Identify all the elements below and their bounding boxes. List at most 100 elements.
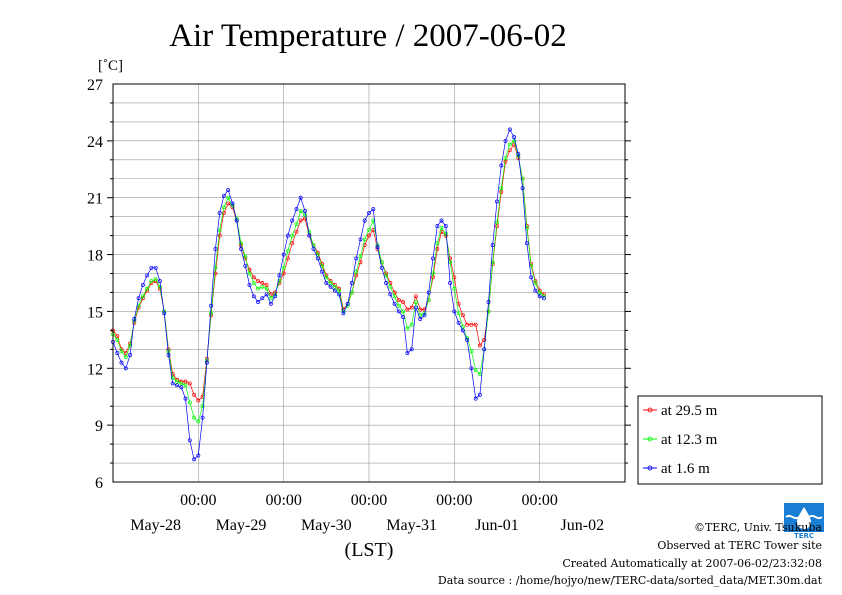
data-point bbox=[264, 292, 269, 297]
data-point bbox=[307, 233, 312, 238]
data-point bbox=[294, 222, 299, 227]
data-point bbox=[452, 286, 457, 291]
data-point bbox=[413, 300, 418, 304]
data-point bbox=[465, 337, 470, 342]
data-point bbox=[367, 233, 371, 238]
data-point bbox=[256, 300, 261, 304]
legend-swatch-marker bbox=[647, 407, 653, 413]
data-point bbox=[243, 263, 248, 268]
terc-logo: TERC bbox=[784, 503, 824, 540]
data-point bbox=[221, 210, 226, 215]
data-point bbox=[503, 138, 508, 143]
data-point bbox=[499, 186, 504, 191]
x-axis-ticks: 00:00 00:00 00:00 00:00 00:00 May-28 May-29 May… bbox=[130, 492, 604, 534]
data-point bbox=[439, 229, 444, 234]
data-point bbox=[422, 307, 427, 312]
x-tick-time: 00:00 bbox=[521, 492, 557, 509]
data-point bbox=[298, 209, 303, 213]
data-point bbox=[516, 152, 521, 157]
data-point bbox=[328, 281, 333, 285]
data-point bbox=[354, 269, 359, 274]
data-point bbox=[209, 303, 214, 308]
data-point bbox=[226, 195, 231, 200]
data-point bbox=[256, 286, 261, 291]
data-point bbox=[418, 317, 423, 321]
series-line bbox=[112, 128, 545, 460]
terc-logo-text: TERC bbox=[794, 532, 814, 540]
data-point bbox=[290, 233, 295, 238]
data-point bbox=[413, 294, 418, 299]
data-point bbox=[200, 415, 205, 420]
data-point bbox=[533, 288, 538, 293]
data-point bbox=[277, 279, 282, 284]
data-point bbox=[251, 281, 256, 285]
data-point bbox=[311, 246, 316, 251]
grid bbox=[113, 84, 625, 482]
data-point bbox=[328, 284, 333, 289]
data-point bbox=[128, 353, 133, 357]
series-1 bbox=[111, 138, 546, 424]
data-point bbox=[277, 273, 282, 278]
data-point bbox=[307, 229, 312, 234]
data-point bbox=[396, 303, 401, 308]
data-point bbox=[115, 337, 120, 342]
data-point bbox=[490, 243, 495, 248]
data-point bbox=[439, 218, 444, 223]
credit-copyright: ©TERC, Univ. Tsukuba bbox=[694, 521, 822, 534]
legend-label: at 1.6 m bbox=[661, 461, 710, 477]
x-tick-date: Jun-01 bbox=[475, 517, 519, 534]
data-point bbox=[337, 292, 342, 297]
plot-frame bbox=[112, 83, 626, 483]
data-point bbox=[482, 347, 487, 352]
data-point bbox=[482, 337, 487, 342]
data-point bbox=[132, 317, 137, 321]
data-point bbox=[473, 396, 478, 401]
data-point bbox=[375, 245, 380, 249]
data-point bbox=[435, 246, 440, 251]
credit-observed: Observed at TERC Tower site bbox=[657, 539, 822, 552]
series-line bbox=[112, 140, 545, 423]
data-point bbox=[524, 226, 529, 230]
data-point bbox=[140, 282, 145, 287]
data-point bbox=[157, 284, 162, 289]
data-point bbox=[379, 265, 384, 270]
x-tick-date: May-31 bbox=[386, 517, 437, 534]
x-tick-time: 00:00 bbox=[265, 492, 301, 509]
data-point bbox=[469, 349, 474, 354]
data-point bbox=[285, 233, 290, 238]
data-point bbox=[469, 366, 474, 371]
data-point bbox=[520, 186, 525, 191]
data-point bbox=[507, 127, 512, 132]
data-point bbox=[183, 396, 188, 401]
data-point bbox=[290, 241, 295, 246]
data-point bbox=[503, 155, 508, 160]
data-point bbox=[217, 210, 222, 215]
data-point bbox=[162, 311, 167, 316]
data-point bbox=[332, 284, 337, 289]
data-point bbox=[221, 193, 226, 198]
data-point bbox=[388, 292, 393, 297]
data-point bbox=[486, 300, 491, 304]
data-point bbox=[285, 248, 290, 253]
data-point bbox=[260, 296, 265, 301]
data-point bbox=[520, 176, 525, 181]
data-point bbox=[349, 281, 354, 285]
data-point bbox=[281, 265, 286, 270]
data-point bbox=[507, 142, 512, 147]
data-point bbox=[524, 241, 529, 246]
y-axis-unit: [˚C] bbox=[98, 58, 123, 74]
data-point bbox=[153, 277, 158, 282]
data-point bbox=[234, 218, 239, 223]
data-point bbox=[495, 220, 499, 225]
data-point bbox=[477, 392, 482, 397]
data-point bbox=[230, 201, 235, 206]
data-point bbox=[337, 288, 342, 293]
data-point bbox=[362, 237, 367, 242]
data-point bbox=[529, 275, 534, 280]
data-point bbox=[409, 322, 414, 327]
data-point bbox=[477, 372, 482, 376]
data-point bbox=[499, 163, 504, 168]
data-point bbox=[443, 224, 448, 229]
data-point bbox=[431, 256, 435, 261]
